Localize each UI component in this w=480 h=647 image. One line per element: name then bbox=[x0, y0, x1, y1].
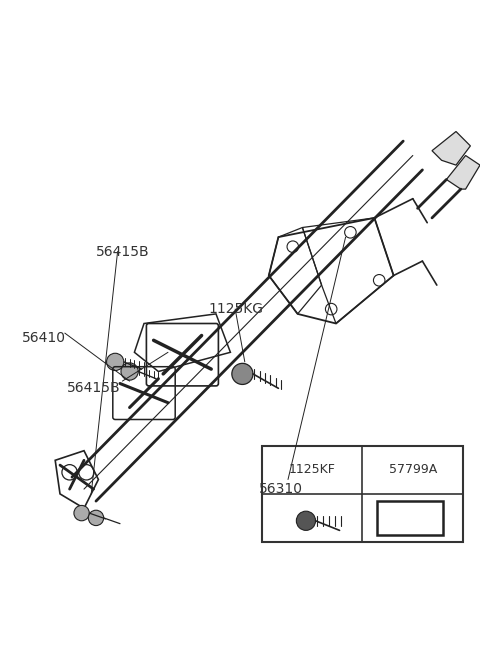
Text: 1125KG: 1125KG bbox=[209, 302, 264, 316]
Polygon shape bbox=[432, 131, 470, 165]
Text: 56310: 56310 bbox=[259, 482, 303, 496]
Text: 56415B: 56415B bbox=[67, 381, 121, 395]
Circle shape bbox=[107, 353, 124, 371]
Bar bbox=[262, 446, 463, 542]
Text: 57799A: 57799A bbox=[389, 463, 437, 476]
Text: 56410: 56410 bbox=[22, 331, 66, 345]
Circle shape bbox=[121, 363, 138, 380]
Circle shape bbox=[232, 364, 253, 384]
Bar bbox=[376, 501, 443, 535]
Circle shape bbox=[88, 510, 104, 525]
Circle shape bbox=[74, 505, 89, 521]
Text: 56415B: 56415B bbox=[96, 245, 150, 259]
Polygon shape bbox=[446, 155, 480, 189]
Circle shape bbox=[296, 511, 315, 531]
Text: 1125KF: 1125KF bbox=[288, 463, 336, 476]
